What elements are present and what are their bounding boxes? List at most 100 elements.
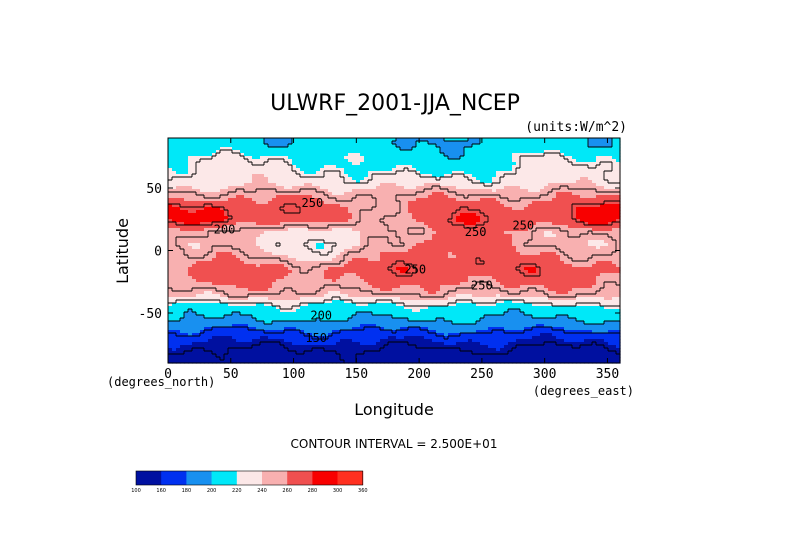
field-cell [356, 228, 361, 232]
field-cell [228, 255, 233, 259]
field-cell [196, 180, 201, 184]
field-cell [296, 258, 301, 262]
field-cell [464, 231, 469, 235]
field-cell [384, 246, 389, 250]
field-cell [252, 195, 257, 199]
field-cell [568, 246, 573, 250]
field-cell [536, 177, 541, 181]
field-cell [428, 252, 433, 256]
field-cell [556, 189, 561, 193]
field-cell [268, 177, 273, 181]
field-cell [188, 204, 193, 208]
field-cell [404, 165, 409, 169]
field-cell [476, 225, 481, 229]
field-cell [580, 195, 585, 199]
field-cell [308, 210, 313, 214]
field-cell [484, 177, 489, 181]
field-cell [572, 141, 577, 145]
field-cell [336, 234, 341, 238]
field-cell [380, 141, 385, 145]
field-cell [348, 153, 353, 157]
field-cell [284, 243, 289, 247]
field-cell [436, 243, 441, 247]
field-cell [212, 171, 217, 175]
field-cell [580, 165, 585, 169]
field-cell [384, 177, 389, 181]
field-cell [492, 255, 497, 259]
field-cell [220, 267, 225, 271]
field-cell [356, 150, 361, 154]
field-cell [196, 225, 201, 229]
field-cell [236, 159, 241, 163]
field-cell [540, 213, 545, 217]
field-cell [608, 249, 613, 253]
field-cell [276, 210, 281, 214]
field-cell [396, 264, 401, 268]
field-cell [452, 138, 457, 142]
field-cell [252, 249, 257, 253]
field-cell [176, 264, 181, 268]
field-cell [268, 165, 273, 169]
field-cell [284, 192, 289, 196]
field-cell [612, 138, 617, 142]
field-cell [456, 177, 461, 181]
field-cell [560, 162, 565, 166]
field-cell [208, 150, 213, 154]
field-cell [484, 240, 489, 244]
field-cell [412, 171, 417, 175]
field-cell [324, 189, 329, 193]
field-cell [524, 153, 529, 157]
field-cell [224, 264, 229, 268]
field-cell [208, 213, 213, 217]
field-cell [188, 165, 193, 169]
field-cell [584, 141, 589, 145]
field-cell [496, 237, 501, 241]
field-cell [204, 156, 209, 160]
field-cell [184, 237, 189, 241]
field-cell [188, 177, 193, 181]
field-cell [196, 198, 201, 202]
field-cell [176, 210, 181, 214]
field-cell [512, 258, 517, 262]
field-cell [464, 174, 469, 178]
field-cell [328, 171, 333, 175]
field-cell [252, 177, 257, 181]
field-cell [544, 207, 549, 211]
field-cell [384, 216, 389, 220]
field-cell [248, 213, 253, 217]
field-cell [312, 240, 317, 244]
field-cell [168, 171, 173, 175]
field-cell [464, 186, 469, 190]
field-cell [508, 237, 513, 241]
field-cell [348, 186, 353, 190]
field-cell [608, 180, 613, 184]
field-cell [556, 144, 561, 148]
field-cell [264, 231, 269, 235]
field-cell [568, 144, 573, 148]
field-cell [432, 261, 437, 265]
field-cell [512, 171, 517, 175]
field-cell [232, 207, 237, 211]
field-cell [500, 201, 505, 205]
field-cell [596, 171, 601, 175]
field-cell [476, 162, 481, 166]
field-cell [344, 165, 349, 169]
field-cell [396, 216, 401, 220]
field-cell [188, 168, 193, 172]
field-cell [452, 249, 457, 253]
field-cell [460, 186, 465, 190]
field-cell [456, 186, 461, 190]
field-cell [232, 183, 237, 187]
field-cell [472, 171, 477, 175]
field-cell [188, 162, 193, 166]
field-cell [488, 201, 493, 205]
field-cell [376, 225, 381, 229]
field-cell [612, 156, 617, 160]
field-cell [504, 207, 509, 211]
field-cell [552, 222, 557, 226]
field-cell [216, 249, 221, 253]
field-cell [196, 213, 201, 217]
field-cell [584, 213, 589, 217]
field-cell [188, 219, 193, 223]
field-cell [536, 225, 541, 229]
